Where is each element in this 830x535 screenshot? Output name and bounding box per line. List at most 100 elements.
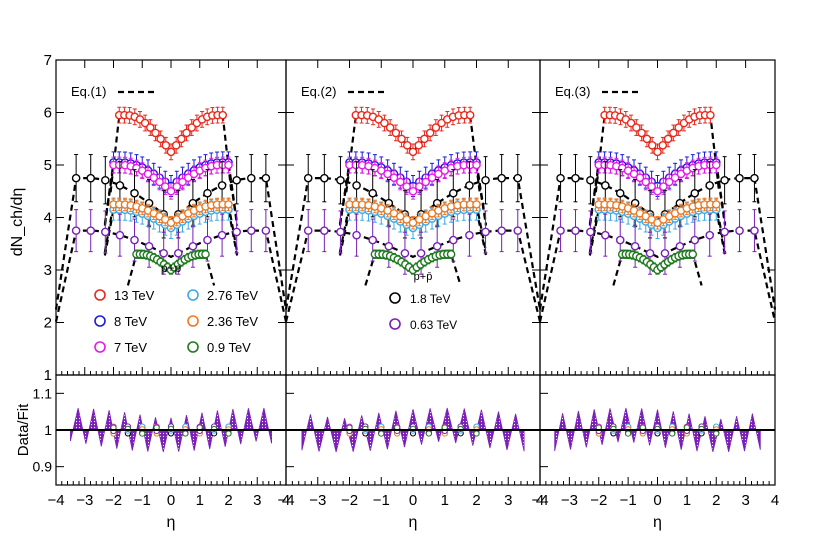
data-point bbox=[383, 169, 392, 179]
data-point bbox=[224, 160, 233, 170]
panel-3: −4 −3 −2 −1 0 1 2 3 4 η Eq.(3) bbox=[531, 59, 779, 531]
data-point bbox=[187, 123, 196, 132]
data-point bbox=[448, 235, 458, 245]
ratio-point bbox=[425, 430, 432, 437]
data-point bbox=[720, 227, 729, 237]
legend-label: 13 TeV bbox=[114, 288, 155, 303]
x-tick-label: 3 bbox=[741, 492, 749, 509]
data-point bbox=[384, 241, 394, 251]
x-tick-label: −1 bbox=[620, 492, 637, 509]
data-point bbox=[735, 226, 744, 235]
ratio-point bbox=[182, 430, 189, 437]
data-point bbox=[86, 226, 96, 235]
data-point bbox=[664, 177, 674, 187]
x-tick-label: −3 bbox=[76, 492, 93, 509]
data-point bbox=[166, 186, 176, 196]
data-point bbox=[674, 123, 683, 132]
data-point bbox=[472, 160, 481, 170]
data-point bbox=[647, 140, 657, 150]
data-point bbox=[645, 248, 655, 258]
legend-heading: p+p̄ bbox=[414, 271, 433, 283]
x-tick-label: −1 bbox=[373, 492, 390, 509]
ratio-point bbox=[669, 430, 676, 437]
data-point bbox=[402, 182, 411, 191]
x-tick-label: 4 bbox=[282, 492, 290, 509]
y-tick-label: 7 bbox=[44, 52, 52, 69]
data-point bbox=[380, 118, 389, 128]
data-point bbox=[513, 173, 523, 183]
y-tick-label: 4 bbox=[44, 210, 52, 227]
legend-marker bbox=[389, 292, 401, 304]
y-label-bottom: Data/Fit bbox=[15, 403, 32, 456]
data-point bbox=[166, 147, 176, 157]
data-point bbox=[629, 169, 639, 179]
data-point bbox=[586, 175, 595, 185]
data-point bbox=[336, 175, 345, 185]
data-point bbox=[171, 140, 181, 150]
data-point bbox=[675, 241, 685, 251]
data-point bbox=[218, 110, 228, 120]
data-point bbox=[431, 123, 441, 132]
data-point bbox=[115, 181, 125, 190]
data-point bbox=[161, 140, 171, 150]
data-point bbox=[446, 249, 456, 259]
y-tick-label: 2 bbox=[44, 315, 52, 332]
data-point bbox=[71, 226, 81, 235]
x-tick-label: 2 bbox=[472, 492, 480, 509]
ratio-point bbox=[473, 430, 480, 437]
data-point bbox=[188, 241, 198, 251]
data-point bbox=[642, 134, 652, 144]
legend-marker bbox=[187, 341, 199, 353]
data-point bbox=[465, 181, 474, 190]
data-point bbox=[630, 241, 640, 251]
legend-label: 2.76 TeV bbox=[207, 288, 258, 303]
data-point bbox=[402, 140, 412, 150]
data-point bbox=[172, 182, 182, 191]
ratio-point bbox=[139, 430, 146, 437]
data-point bbox=[706, 110, 715, 120]
legend-label: 8 TeV bbox=[114, 314, 147, 329]
data-point bbox=[481, 227, 490, 237]
x-axis-label: η bbox=[653, 514, 662, 531]
data-point bbox=[750, 173, 759, 183]
data-point bbox=[465, 110, 475, 120]
x-tick-label: −2 bbox=[105, 492, 122, 509]
data-point bbox=[711, 200, 721, 209]
legend-marker bbox=[94, 289, 106, 301]
data-point bbox=[149, 173, 159, 183]
data-point bbox=[626, 118, 636, 128]
data-point bbox=[246, 226, 256, 235]
data-point bbox=[497, 173, 506, 183]
data-point bbox=[720, 175, 729, 185]
x-tick-label: −3 bbox=[309, 492, 326, 509]
data-point bbox=[632, 123, 641, 132]
data-point bbox=[156, 134, 165, 144]
data-point bbox=[320, 226, 329, 235]
ratio-point bbox=[713, 430, 720, 437]
x-tick-label: −3 bbox=[561, 492, 578, 509]
x-tick-label: 2 bbox=[712, 492, 720, 509]
data-point bbox=[400, 248, 410, 258]
data-point bbox=[177, 134, 186, 144]
data-point bbox=[368, 235, 378, 245]
x-tick-label: 0 bbox=[409, 492, 417, 509]
data-point bbox=[391, 128, 401, 138]
ratio-y-tick-label: 1 bbox=[44, 422, 52, 438]
x-tick-label: −1 bbox=[134, 492, 151, 509]
data-point bbox=[705, 230, 714, 240]
data-point bbox=[659, 182, 668, 191]
data-point bbox=[415, 182, 424, 191]
data-point bbox=[601, 230, 610, 240]
y-label-top: dN_ch/dη bbox=[9, 188, 26, 257]
data-point bbox=[497, 226, 506, 235]
data-point bbox=[389, 173, 399, 183]
legend-marker bbox=[187, 315, 199, 327]
data-point bbox=[427, 173, 437, 183]
legend-label: 2.36 TeV bbox=[207, 314, 258, 329]
data-point bbox=[261, 226, 271, 235]
data-point bbox=[472, 200, 481, 209]
data-point bbox=[217, 230, 227, 240]
fit-label: Eq.(3) bbox=[555, 84, 590, 99]
y-tick-label: 5 bbox=[44, 157, 52, 174]
data-point bbox=[637, 128, 646, 138]
